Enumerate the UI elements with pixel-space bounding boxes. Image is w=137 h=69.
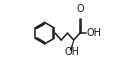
Text: OH: OH xyxy=(64,47,79,57)
Text: OH: OH xyxy=(86,28,101,38)
Polygon shape xyxy=(70,40,74,51)
Text: O: O xyxy=(76,4,84,14)
